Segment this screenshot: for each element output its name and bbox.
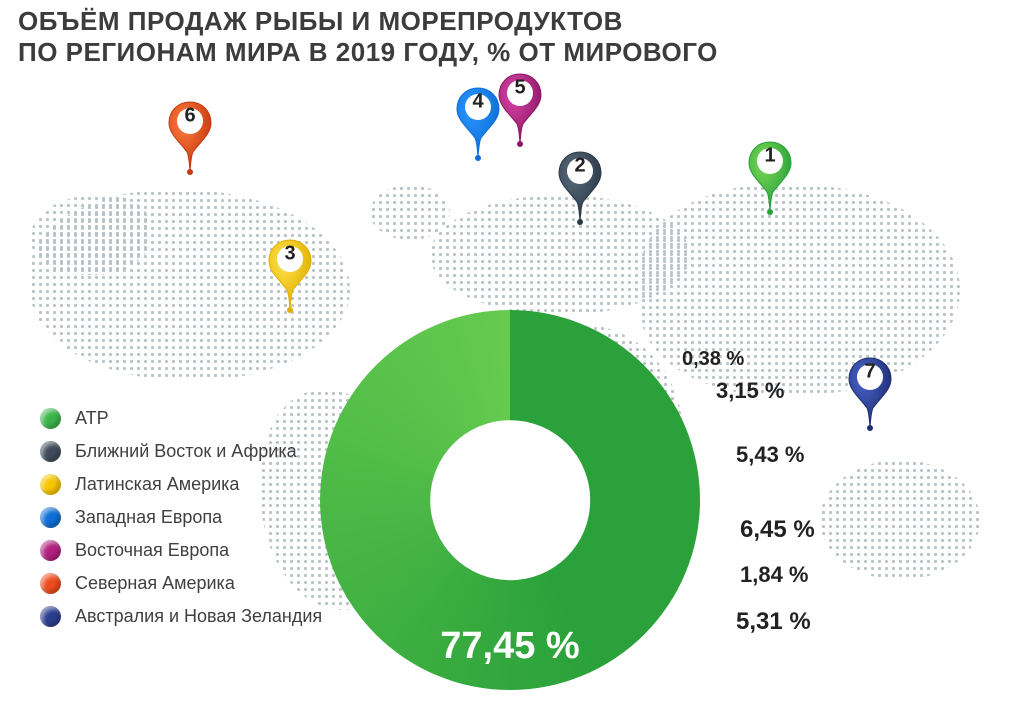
legend-label: Австралия и Новая Зеландия <box>75 606 322 627</box>
map-cluster <box>30 195 150 275</box>
legend-swatch <box>40 441 61 462</box>
donut-chart: 77,45 % <box>320 310 700 690</box>
donut-slice-label: 1,84 % <box>740 562 809 588</box>
legend-label: Ближний Восток и Африка <box>75 441 297 462</box>
legend-swatch <box>40 573 61 594</box>
donut-slice-label: 6,45 % <box>740 516 815 544</box>
map-cluster <box>370 185 450 240</box>
legend-swatch <box>40 507 61 528</box>
legend-swatch <box>40 408 61 429</box>
legend-swatch <box>40 606 61 627</box>
legend: АТР Ближний Восток и Африка Латинская Амер… <box>40 408 322 639</box>
donut-slice-label: 5,31 % <box>736 608 811 636</box>
title-line1: ОБЪЁМ ПРОДАЖ РЫБЫ И МОРЕПРОДУКТОВ <box>18 6 718 37</box>
legend-item: Австралия и Новая Зеландия <box>40 606 322 627</box>
page-title: ОБЪЁМ ПРОДАЖ РЫБЫ И МОРЕПРОДУКТОВ ПО РЕГ… <box>18 6 718 68</box>
legend-swatch <box>40 474 61 495</box>
title-line2: ПО РЕГИОНАМ МИРА В 2019 ГОДУ, % ОТ МИРОВ… <box>18 37 718 68</box>
legend-label: Восточная Европа <box>75 540 229 561</box>
map-cluster <box>820 460 980 580</box>
legend-swatch <box>40 540 61 561</box>
legend-item: Восточная Европа <box>40 540 322 561</box>
legend-item: Северная Америка <box>40 573 322 594</box>
legend-item: АТР <box>40 408 322 429</box>
legend-item: Латинская Америка <box>40 474 322 495</box>
legend-label: Северная Америка <box>75 573 235 594</box>
donut-hole <box>430 420 590 580</box>
legend-label: Латинская Америка <box>75 474 239 495</box>
legend-label: Западная Европа <box>75 507 222 528</box>
donut-slice-label: 3,15 % <box>716 378 785 404</box>
legend-item: Ближний Восток и Африка <box>40 441 322 462</box>
legend-item: Западная Европа <box>40 507 322 528</box>
donut-slice-label: 5,43 % <box>736 442 805 468</box>
donut-main-label: 77,45 % <box>440 625 579 668</box>
legend-label: АТР <box>75 408 109 429</box>
